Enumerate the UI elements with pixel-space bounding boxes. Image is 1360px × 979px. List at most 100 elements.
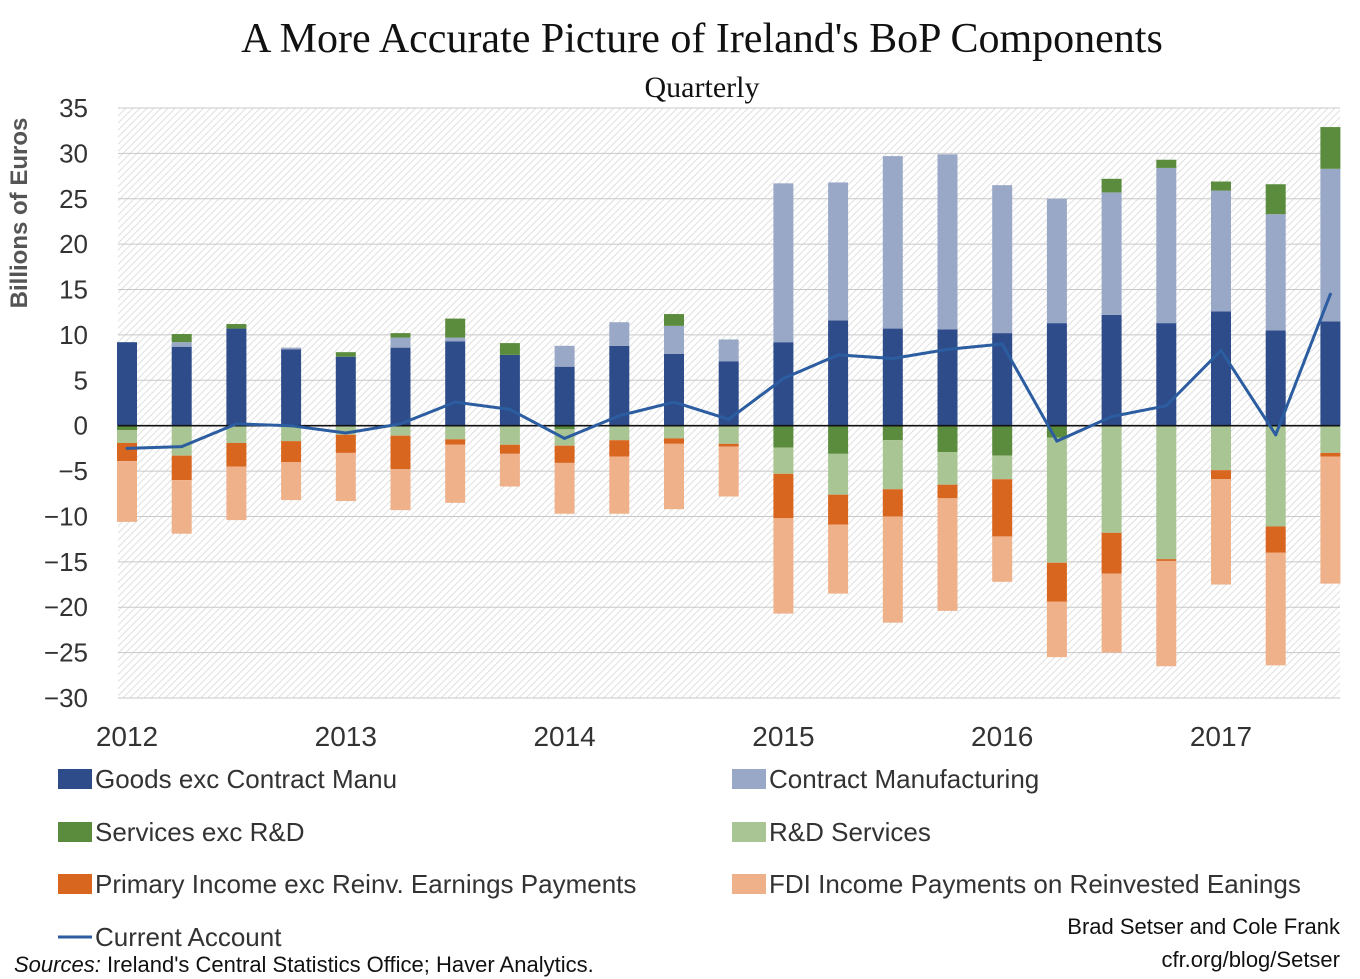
bar-contract-manufacturing: [664, 325, 684, 354]
bar-fdi-income: [335, 452, 356, 502]
current-account-point: [344, 431, 348, 435]
bar-goods: [718, 361, 739, 426]
bar-rnd-services: [1046, 437, 1067, 563]
y-tick-label: −10: [44, 501, 88, 531]
x-tick-label: 2013: [315, 721, 377, 752]
bar-primary-income: [828, 494, 849, 525]
bar-contract-manufacturing: [609, 322, 630, 346]
bar-services: [937, 425, 958, 453]
y-tick-label: 25: [59, 184, 88, 214]
bar-rnd-services: [937, 452, 958, 485]
bar-fdi-income: [554, 462, 575, 514]
bar-fdi-income: [1101, 573, 1122, 653]
bar-fdi-income: [499, 453, 520, 487]
bar-fdi-income: [609, 456, 630, 514]
bar-goods: [390, 347, 411, 426]
bar-fdi-income: [828, 524, 849, 594]
bar-rnd-services: [171, 425, 192, 456]
bar-services: [828, 425, 849, 454]
bar-goods: [1320, 321, 1341, 426]
legend-swatch: [732, 769, 766, 789]
legend-label: Contract Manufacturing: [769, 764, 1039, 794]
y-tick-labels: 35 30 25 20 15 10 5 0 −5 −10 −15 −20 −25 −30: [44, 93, 88, 713]
bar-goods: [1156, 323, 1177, 426]
y-tick-label: −5: [58, 456, 88, 486]
legend-item: Current Account: [58, 922, 282, 952]
bar-contract-manufacturing: [1211, 190, 1231, 312]
legend-label: Primary Income exc Reinv. Earnings Payme…: [95, 869, 636, 899]
bar-fdi-income: [226, 466, 247, 521]
current-account-point: [399, 422, 402, 426]
bar-fdi-income: [445, 444, 466, 503]
legend-swatch: [732, 822, 766, 842]
bar-primary-income: [499, 444, 520, 454]
bar-services: [445, 318, 466, 338]
legend-label: Current Account: [95, 922, 282, 952]
bar-primary-income: [226, 442, 247, 467]
bar-contract-manufacturing: [1101, 192, 1122, 315]
bar-primary-income: [718, 443, 739, 447]
y-tick-label: 20: [59, 229, 88, 259]
y-tick-label: 30: [59, 138, 88, 168]
bar-rnd-services: [1265, 425, 1286, 527]
current-account-point: [1110, 415, 1114, 419]
legend-label: R&D Services: [769, 817, 931, 847]
bar-contract-manufacturing: [773, 183, 794, 343]
credit-line-1: Brad Setser and Cole Frank: [1067, 914, 1341, 939]
bar-contract-manufacturing: [1046, 198, 1067, 324]
bar-primary-income: [1156, 559, 1177, 561]
y-axis-label: Billions of Euros: [6, 118, 33, 309]
current-account-point: [836, 353, 840, 357]
bar-services: [171, 334, 192, 343]
bar-rnd-services: [1156, 425, 1177, 560]
bar-goods: [335, 356, 356, 426]
bar-contract-manufacturing: [828, 182, 849, 321]
bar-fdi-income: [117, 461, 137, 522]
x-tick-label: 2017: [1190, 721, 1252, 752]
bar-goods: [882, 328, 903, 426]
current-account-point: [125, 446, 129, 450]
current-account-point: [563, 436, 567, 440]
bar-rnd-services: [226, 425, 247, 443]
current-account-point: [1055, 439, 1059, 443]
x-tick-label: 2012: [96, 721, 158, 752]
y-tick-label: −30: [44, 683, 88, 713]
bar-primary-income: [882, 489, 903, 517]
bar-goods: [445, 341, 466, 426]
bar-fdi-income: [1046, 601, 1067, 658]
legend: Goods exc Contract Manu Contract Manufact…: [58, 764, 1301, 952]
bar-goods: [1211, 311, 1231, 426]
bar-fdi-income: [1211, 479, 1231, 585]
x-tick-label: 2014: [533, 721, 595, 752]
bar-services: [117, 425, 137, 431]
legend-item: Contract Manufacturing: [732, 764, 1039, 794]
current-account-point: [946, 347, 949, 351]
bar-contract-manufacturing: [390, 337, 411, 348]
bar-primary-income: [390, 435, 411, 470]
bar-primary-income: [1101, 532, 1122, 574]
bar-fdi-income: [937, 498, 958, 611]
bar-fdi-income: [281, 462, 302, 501]
bar-primary-income: [554, 445, 575, 463]
bar-contract-manufacturing: [554, 345, 575, 367]
current-account-point: [781, 376, 785, 380]
legend-label: Services exc R&D: [95, 817, 305, 847]
y-tick-label: −25: [44, 638, 88, 668]
bar-services: [226, 324, 247, 329]
current-account-point: [891, 357, 895, 361]
y-tick-label: 10: [59, 320, 88, 350]
current-account-point: [672, 400, 676, 404]
bar-primary-income: [609, 440, 630, 457]
bar-rnd-services: [882, 440, 903, 490]
bar-rnd-services: [281, 425, 302, 442]
legend-item: Goods exc Contract Manu: [58, 764, 397, 794]
bar-rnd-services: [773, 447, 794, 474]
bar-rnd-services: [1320, 425, 1341, 453]
bar-goods: [226, 328, 247, 426]
bar-goods: [609, 345, 630, 426]
bar-services: [335, 352, 356, 357]
bar-fdi-income: [882, 516, 903, 623]
bar-rnd-services: [390, 425, 411, 436]
bar-primary-income: [1265, 526, 1286, 553]
bar-services: [1211, 181, 1231, 191]
